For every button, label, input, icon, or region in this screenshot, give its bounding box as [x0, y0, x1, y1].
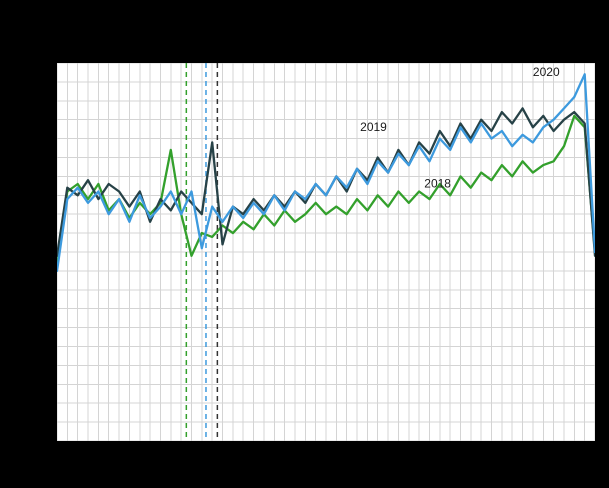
series-label-2018: 2018	[424, 177, 451, 191]
series-line-2020	[57, 73, 595, 273]
series-label-2019: 2019	[360, 120, 387, 134]
series-label-2020: 2020	[533, 65, 560, 79]
plot-area: 2019 2018 2020	[57, 63, 595, 441]
line-chart: 2019 2018 2020	[57, 63, 595, 441]
